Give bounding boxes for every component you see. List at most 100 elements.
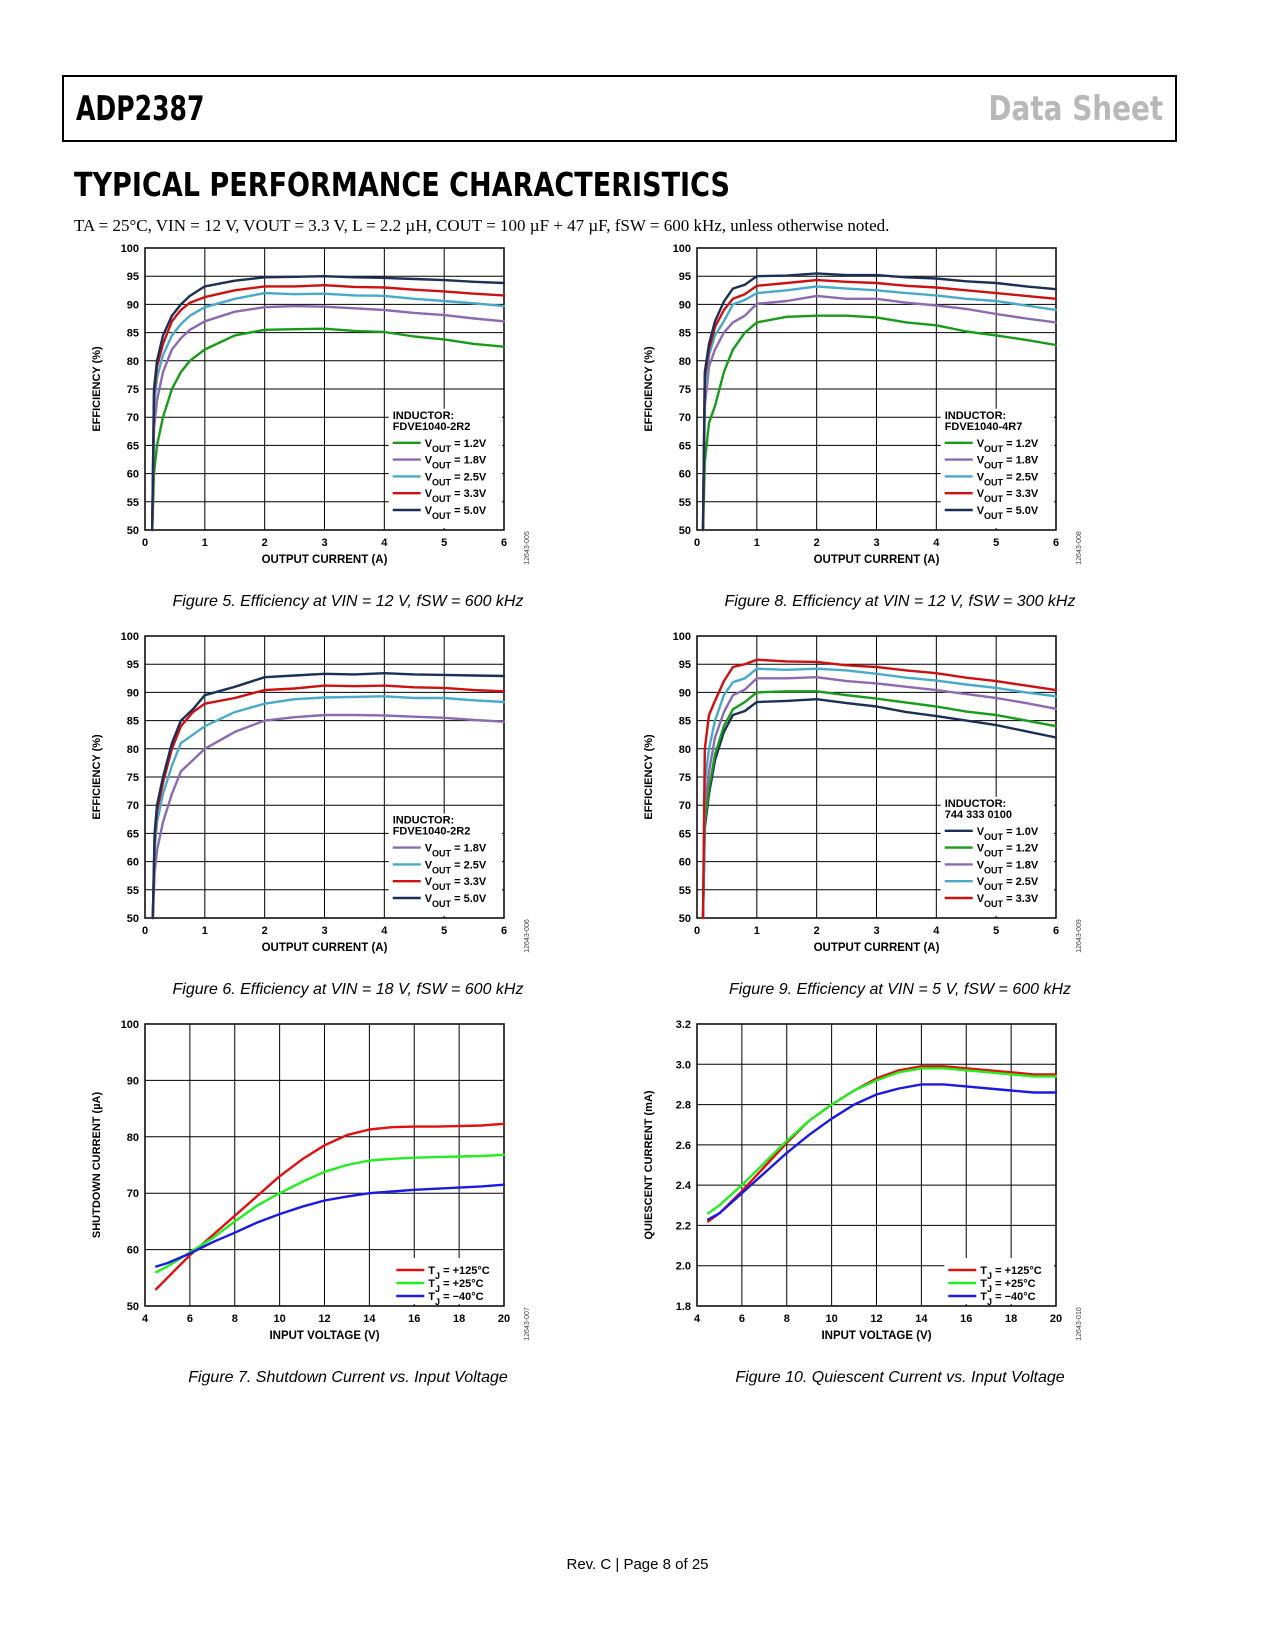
fig9-legend-label: VOUT = 1.8V [977, 859, 1039, 875]
fig5-y-tick-label: 90 [127, 299, 139, 311]
fig5-y-tick-label: 95 [127, 271, 139, 283]
fig8-y-tick-label: 50 [679, 525, 691, 537]
fig10-y-tick-label: 1.8 [676, 1301, 691, 1313]
fig9-y-axis-label: EFFICIENCY (%) [643, 734, 655, 820]
product-name: ADP2387 [76, 89, 205, 129]
fig8-series-line [701, 285, 1058, 532]
fig5-plot-frame [144, 247, 505, 531]
fig7-legend-label: TJ = +25°C [428, 1278, 483, 1294]
fig8-series-line [701, 272, 1058, 532]
fig8-doc-code: 12643-008 [1076, 531, 1083, 565]
fig10-legend-label: TJ = +25°C [980, 1278, 1035, 1294]
fig9-y-tick-label: 50 [679, 913, 691, 925]
fig8-x-tick-label: 6 [1053, 537, 1059, 549]
fig10-x-tick-label: 4 [694, 1313, 701, 1325]
fig8-x-tick-label: 3 [873, 537, 879, 549]
fig8-series-line [701, 294, 1058, 532]
fig7-x-tick-label: 4 [142, 1313, 149, 1325]
fig6-series-line [151, 713, 506, 920]
fig5-x-tick-label: 4 [381, 537, 388, 549]
fig9-y-tick-label: 55 [679, 885, 691, 897]
fig5-legend-title: FDVE1040-2R2 [393, 421, 471, 433]
fig5-y-tick-label: 80 [127, 356, 139, 368]
fig7-y-tick-label: 70 [127, 1188, 139, 1200]
fig9-x-tick-label: 6 [1053, 925, 1059, 937]
figure-6-caption: Figure 6. Efficiency at VIN = 18 V, fSW … [172, 981, 524, 998]
fig7-y-axis-label: SHUTDOWN CURRENT (µA) [91, 1092, 103, 1239]
fig9-legend-label: VOUT = 2.5V [977, 876, 1039, 892]
fig5-series-line [150, 291, 506, 532]
fig9-legend-title: INDUCTOR: [945, 798, 1007, 810]
fig6-y-tick-label: 95 [127, 659, 139, 671]
fig10-legend-label: TJ = −40°C [980, 1291, 1035, 1307]
fig8-x-tick-label: 0 [694, 537, 700, 549]
fig6-y-tick-label: 80 [127, 744, 139, 756]
fig6-y-axis-label: EFFICIENCY (%) [91, 734, 103, 820]
fig9-legend-label: VOUT = 1.2V [977, 843, 1039, 859]
figure-5-chart: 0 1 2 3 4 5 6 50 55 60 65 70 75 80 85 90 95 100 OUTPUT CUR… [91, 243, 531, 566]
fig5-legend-label: VOUT = 3.3V [425, 488, 487, 504]
fig9-y-tick-label: 90 [679, 687, 691, 699]
section-title: TYPICAL PERFORMANCE CHARACTERISTICS [74, 165, 730, 204]
fig5-y-tick-label: 70 [127, 412, 139, 424]
figure-7-caption: Figure 7. Shutdown Current vs. Input Vol… [188, 1369, 508, 1386]
fig7-x-tick-label: 6 [187, 1313, 193, 1325]
fig8-y-tick-label: 85 [679, 328, 691, 340]
figure-8-caption: Figure 8. Efficiency at VIN = 12 V, fSW … [724, 593, 1076, 610]
fig9-series-line [701, 676, 1058, 920]
figure-9-chart: 0 1 2 3 4 5 6 50 55 60 65 70 75 80 85 90 95 100 OUTPUT CUR… [643, 631, 1083, 954]
fig10-x-tick-label: 16 [960, 1313, 972, 1325]
fig8-x-axis-label: OUTPUT CURRENT (A) [814, 554, 940, 566]
figure-10: 4 6 8 10 12 14 16 18 20 1.8 2.0 2.2 2.4 2.6 2.8 3.0 3.2 I… [610, 1012, 1170, 1392]
fig5-y-tick-label: 65 [127, 440, 139, 452]
fig8-y-tick-label: 80 [679, 356, 691, 368]
fig6-legend-label: VOUT = 2.5V [425, 859, 487, 875]
fig8-legend-label: VOUT = 1.8V [977, 455, 1039, 471]
fig8-legend-label: VOUT = 2.5V [977, 471, 1039, 487]
fig6-legend-title: INDUCTOR: [393, 815, 455, 827]
fig6-x-tick-label: 3 [321, 925, 327, 937]
fig7-x-axis-label: INPUT VOLTAGE (V) [269, 1330, 379, 1342]
fig6-y-tick-label: 60 [127, 857, 139, 869]
fig8-y-tick-label: 60 [679, 469, 691, 481]
fig5-legend-title: INDUCTOR: [393, 410, 455, 422]
fig9-y-tick-label: 80 [679, 744, 691, 756]
fig5-x-tick-label: 5 [441, 537, 447, 549]
fig5-x-tick-label: 2 [262, 537, 268, 549]
fig5-x-axis-label: OUTPUT CURRENT (A) [262, 554, 388, 566]
fig9-y-tick-label: 70 [679, 800, 691, 812]
fig5-y-tick-label: 85 [127, 328, 139, 340]
test-conditions: TA = 25°C, VIN = 12 V, VOUT = 3.3 V, L =… [74, 216, 890, 235]
fig10-series-line [706, 1083, 1058, 1221]
fig7-legend-label: TJ = +125°C [428, 1265, 489, 1281]
fig8-x-tick-label: 5 [993, 537, 999, 549]
figure-8-chart: 0 1 2 3 4 5 6 50 55 60 65 70 75 80 85 90 95 100 OUTPUT CUR… [643, 243, 1083, 566]
fig5-legend-background [388, 408, 502, 528]
fig7-y-tick-label: 100 [121, 1019, 139, 1031]
fig9-plot-frame [696, 635, 1057, 919]
fig10-x-tick-label: 10 [826, 1313, 838, 1325]
fig9-y-tick-label: 95 [679, 659, 691, 671]
fig6-y-tick-label: 85 [127, 716, 139, 728]
fig9-x-tick-label: 4 [933, 925, 940, 937]
figure-10-caption: Figure 10. Quiescent Current vs. Input V… [735, 1369, 1065, 1386]
fig5-legend-label: VOUT = 2.5V [425, 471, 487, 487]
fig7-x-tick-label: 10 [274, 1313, 286, 1325]
fig5-legend-label: VOUT = 1.8V [425, 455, 487, 471]
fig10-series-line [706, 1067, 1058, 1215]
figure-9: 0 1 2 3 4 5 6 50 55 60 65 70 75 80 85 90 95 100 OUTPUT CUR… [610, 624, 1170, 1004]
figure-6: 0 1 2 3 4 5 6 50 55 60 65 70 75 80 85 90 95 100 OUTPUT CUR… [58, 624, 618, 1004]
fig9-series-line [701, 658, 1058, 920]
fig9-x-tick-label: 2 [814, 925, 820, 937]
fig6-x-tick-label: 1 [202, 925, 208, 937]
fig6-x-tick-label: 2 [262, 925, 268, 937]
fig7-x-tick-label: 16 [408, 1313, 420, 1325]
fig9-legend-title: 744 333 0100 [945, 809, 1012, 821]
fig10-x-tick-label: 14 [915, 1313, 928, 1325]
fig6-legend-label: VOUT = 5.0V [425, 893, 487, 909]
fig8-plot-frame [696, 247, 1057, 531]
fig8-x-tick-label: 4 [933, 537, 940, 549]
fig10-x-tick-label: 8 [784, 1313, 790, 1325]
